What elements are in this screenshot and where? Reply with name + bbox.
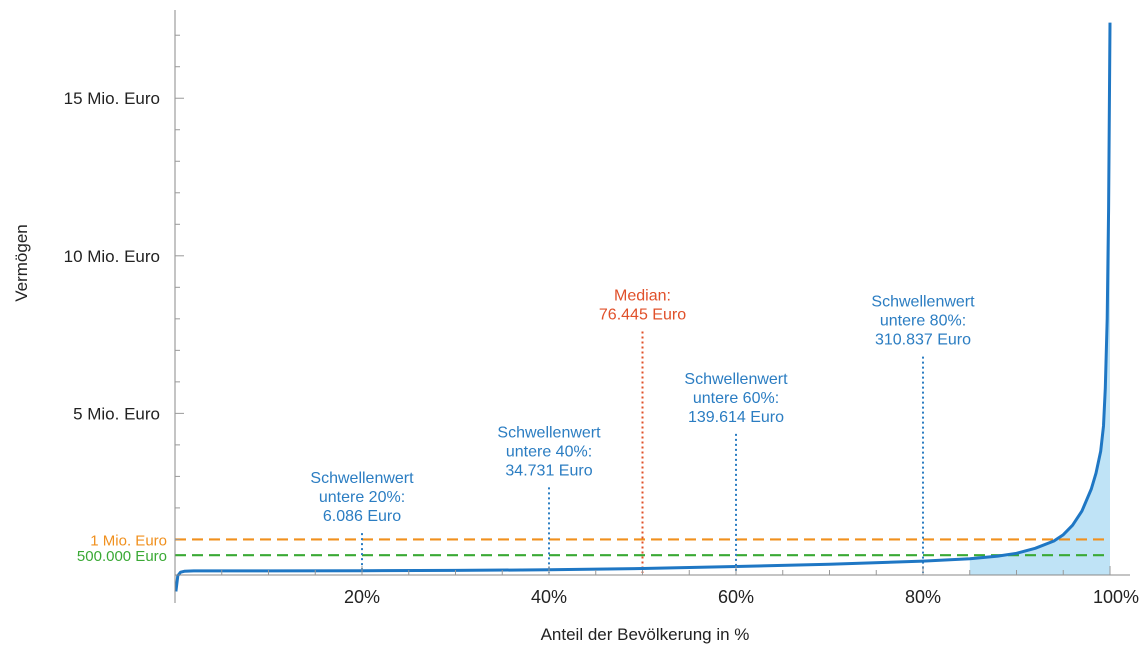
annotation-text: 6.086 Euro: [323, 508, 401, 525]
annotation-text: Schwellenwert: [497, 424, 601, 441]
x-tick-label: 60%: [718, 587, 754, 607]
x-tick-label: 80%: [905, 587, 941, 607]
x-tick-label: 100%: [1093, 587, 1139, 607]
annotation-text: untere 40%:: [506, 443, 592, 460]
y-tick-label: 5 Mio. Euro: [73, 404, 160, 423]
annotation-text: Schwellenwert: [684, 371, 788, 388]
annotation-text: Schwellenwert: [310, 470, 414, 487]
x-tick-label: 40%: [531, 587, 567, 607]
x-axis-label: Anteil der Bevölkerung in %: [541, 625, 750, 644]
axes: [174, 10, 1130, 603]
series-line: [174, 22, 1112, 592]
ticks: 5 Mio. Euro 10 Mio. Euro 15 Mio. Euro 20% 40…: [64, 34, 1139, 607]
annotation-text: 34.731 Euro: [505, 462, 592, 479]
annotation-text: untere 80%:: [880, 313, 966, 330]
annotation-text: 76.445 Euro: [599, 306, 686, 323]
reference-line-label: 500.000 Euro: [77, 548, 167, 565]
y-tick-label: 15 Mio. Euro: [64, 89, 160, 108]
annotation-text: Median:: [614, 287, 671, 304]
curve-layer: [174, 22, 1112, 592]
annotation-text: 310.837 Euro: [875, 332, 971, 349]
annotation-text: untere 60%:: [693, 390, 779, 407]
x-tick-label: 20%: [344, 587, 380, 607]
y-axis-label: Vermögen: [12, 224, 31, 302]
annotation-text: Schwellenwert: [871, 294, 975, 311]
area-layer: [969, 22, 1110, 576]
annotations: Schwellenwert untere 20%: 6.086 Euro Schwel…: [310, 287, 975, 573]
reference-line-label: 1 Mio. Euro: [90, 532, 167, 549]
annotation-text: 139.614 Euro: [688, 409, 784, 426]
series-area: [969, 22, 1110, 576]
y-tick-label: 10 Mio. Euro: [64, 247, 160, 266]
annotation-text: untere 20%:: [319, 489, 405, 506]
